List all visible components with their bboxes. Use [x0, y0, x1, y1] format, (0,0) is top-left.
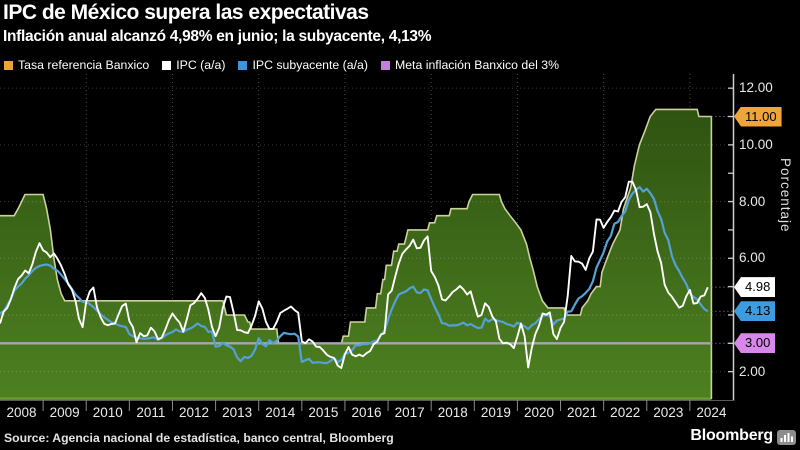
legend-label: Meta inflación Banxico del 3% — [394, 58, 560, 72]
bloomberg-wordmark: Bloomberg — [690, 427, 773, 444]
x-year-label: 2009 — [49, 405, 80, 420]
axis-badge: 4.13 — [734, 301, 776, 322]
x-year-label: 2021 — [567, 405, 598, 420]
y-tick-label: 8.00 — [739, 193, 766, 209]
legend-item: IPC subyacente (a/a) — [238, 58, 368, 72]
x-year-label: 2024 — [696, 405, 727, 420]
legend-swatch-icon — [4, 60, 13, 70]
x-year-label: 2011 — [136, 405, 166, 420]
legend-swatch-icon — [380, 60, 390, 70]
legend-label: Tasa referencia Banxico — [18, 58, 150, 72]
x-year-label: 2022 — [610, 405, 641, 420]
y-tick-label: 2.00 — [739, 363, 766, 379]
x-year-label: 2015 — [308, 405, 339, 420]
legend-swatch-icon — [238, 60, 248, 70]
legend-item: Tasa referencia Banxico — [4, 58, 149, 72]
y-tick-label: 12.00 — [739, 80, 773, 96]
page-subtitle: Inflación anual alcanzó 4,98% en junio; … — [3, 28, 432, 45]
legend-swatch-icon — [162, 60, 172, 70]
bloomberg-logo-icon — [777, 430, 796, 445]
line-ipc-subyacente — [0, 186, 709, 365]
axes — [0, 74, 735, 411]
x-year-label: 2008 — [6, 405, 37, 420]
y-tick-label: 6.00 — [739, 250, 766, 266]
x-year-label: 2020 — [523, 405, 554, 420]
line-ipc — [0, 180, 709, 369]
x-year-label: 2019 — [480, 405, 511, 420]
legend-label: IPC (a/a) — [176, 58, 226, 72]
area-series-tasa-banxico — [0, 108, 713, 401]
legend-item: IPC (a/a) — [162, 58, 225, 72]
x-year-label: 2013 — [222, 405, 253, 420]
legend-item: Meta inflación Banxico del 3% — [380, 58, 560, 72]
y-tick-label: 10.00 — [739, 136, 773, 152]
page-title: IPC de México supera las expectativas — [3, 1, 369, 24]
source-note: Source: Agencia nacional de estadística,… — [4, 431, 394, 445]
x-year-label: 2018 — [437, 405, 468, 420]
x-year-label: 2010 — [92, 405, 123, 420]
axis-badge: 4.98 — [734, 277, 776, 298]
axis-badge: 11.00 — [734, 106, 782, 127]
x-year-label: 2023 — [653, 405, 684, 420]
y-axis-title: Porcentaje — [778, 158, 793, 233]
x-year-label: 2014 — [265, 405, 296, 420]
axis-badge: 3.00 — [734, 333, 776, 354]
legend-label: IPC subyacente (a/a) — [252, 58, 368, 72]
x-year-label: 2016 — [351, 405, 382, 420]
x-year-label: 2017 — [394, 405, 425, 420]
chart-legend: Tasa referencia Banxico IPC (a/a) IPC suby… — [4, 58, 559, 72]
x-year-label: 2012 — [178, 405, 210, 420]
